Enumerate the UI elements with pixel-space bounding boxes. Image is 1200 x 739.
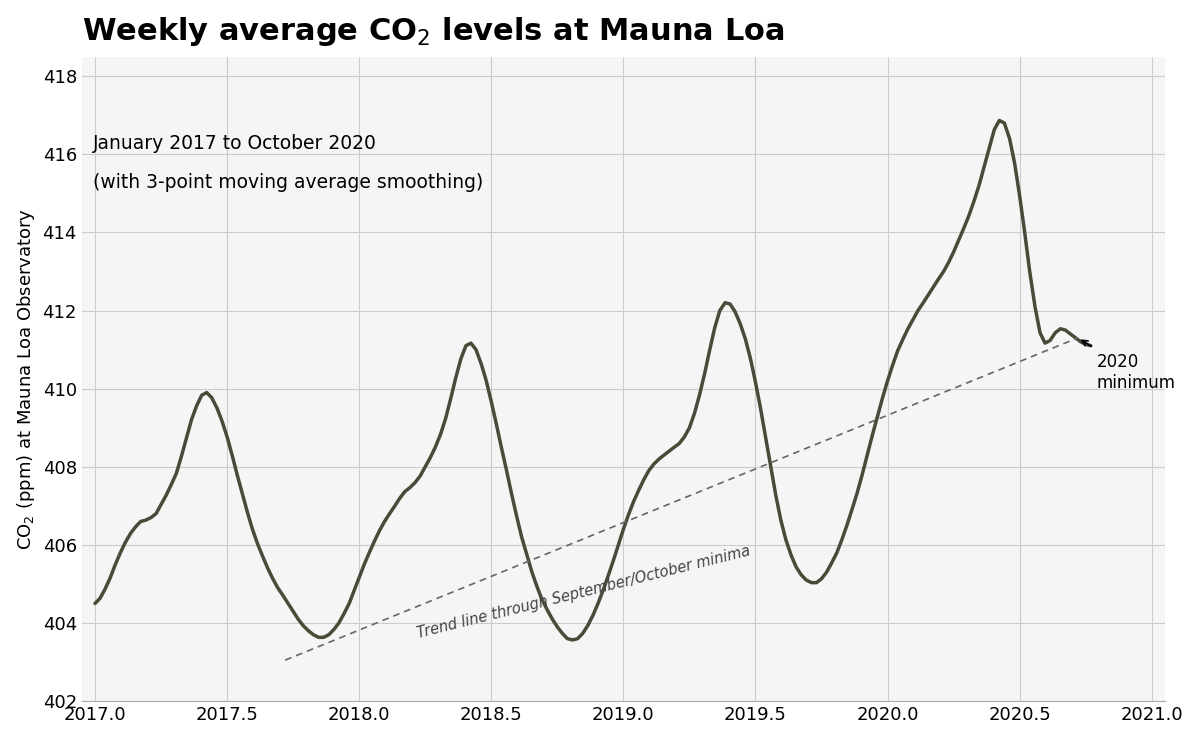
Text: Trend line through September/October minima: Trend line through September/October min… <box>415 543 752 641</box>
Y-axis label: CO$_2$ (ppm) at Mauna Loa Observatory: CO$_2$ (ppm) at Mauna Loa Observatory <box>16 208 37 550</box>
Text: 2020
minimum: 2020 minimum <box>1097 353 1175 392</box>
Text: January 2017 to October 2020: January 2017 to October 2020 <box>92 134 377 153</box>
Text: Weekly average CO$_2$ levels at Mauna Loa: Weekly average CO$_2$ levels at Mauna Lo… <box>82 15 785 48</box>
Text: (with 3-point moving average smoothing): (with 3-point moving average smoothing) <box>92 173 482 191</box>
